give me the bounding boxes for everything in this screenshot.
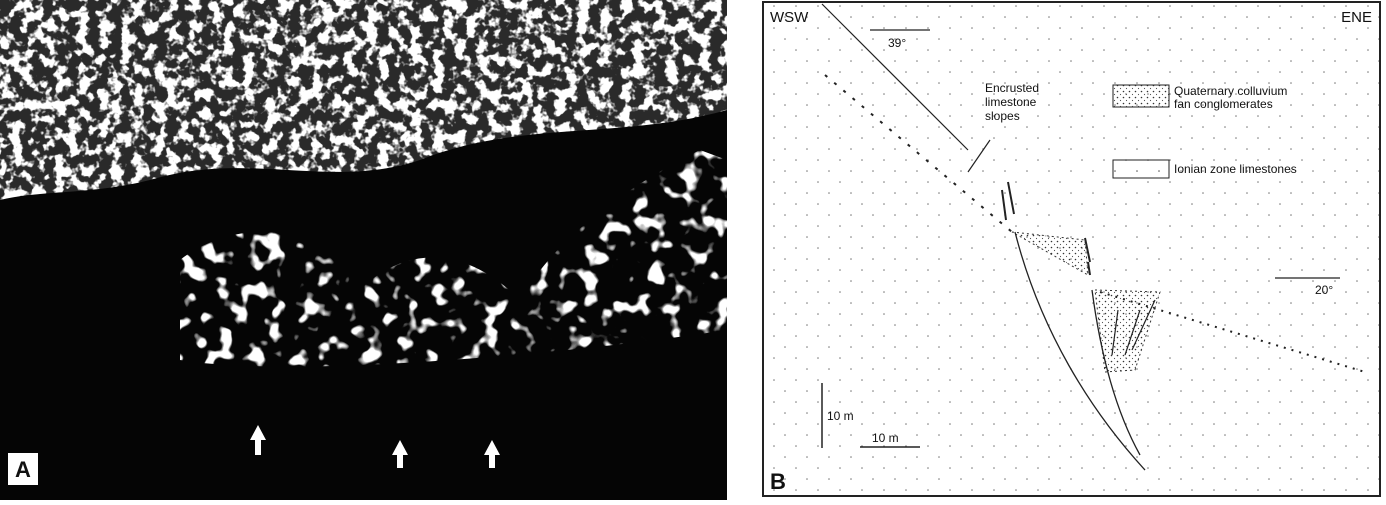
- colluvium-wedge: [1094, 289, 1161, 373]
- legend-label: Quaternary colluvium: [1174, 84, 1287, 98]
- annotation: limestone: [985, 95, 1037, 109]
- annotation: slopes: [985, 109, 1020, 123]
- legend-label: Ionian zone limestones: [1174, 162, 1297, 176]
- fault: [1014, 231, 1146, 471]
- colluvium-wedge: [1011, 231, 1089, 276]
- fault-trace: [1084, 237, 1091, 276]
- slope-line: [821, 3, 969, 151]
- photo-panel: A: [0, 0, 727, 500]
- orientation-right: ENE: [1341, 9, 1372, 26]
- annotation: Encrusted: [985, 81, 1039, 95]
- fault-trace: [1001, 181, 1015, 221]
- legend-label: fan conglomerates: [1174, 97, 1273, 111]
- fault: [1091, 289, 1141, 456]
- dip-label: 20°: [1315, 283, 1333, 297]
- fracture: [1111, 299, 1156, 356]
- vertical-scale-label: 10 m: [827, 409, 854, 423]
- photo-arrows: [250, 425, 500, 468]
- legend-swatch: [1112, 84, 1170, 108]
- panel-label: A: [15, 457, 31, 482]
- horizontal-scale-label: 10 m: [872, 431, 899, 445]
- annotation-leader: [967, 139, 991, 173]
- panel-label: B: [770, 469, 786, 494]
- dip-label: 39°: [888, 36, 906, 50]
- orientation-left: WSW: [770, 9, 809, 26]
- legend-swatch: [1112, 159, 1170, 179]
- section-panel: WSW ENE 39° 20° Encrusted limestone slop…: [762, 1, 1381, 497]
- panel-label-box: [8, 453, 38, 485]
- slope-surface: [824, 74, 1013, 233]
